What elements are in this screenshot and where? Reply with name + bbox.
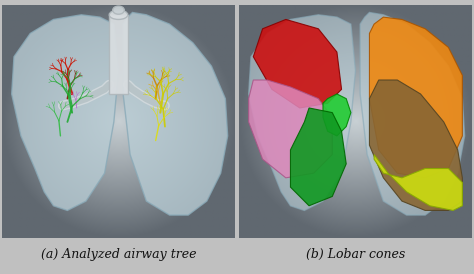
Ellipse shape bbox=[113, 6, 124, 14]
Text: (b) Lobar cones: (b) Lobar cones bbox=[306, 248, 405, 261]
Polygon shape bbox=[369, 80, 462, 210]
Polygon shape bbox=[369, 17, 462, 178]
Polygon shape bbox=[323, 94, 351, 136]
Polygon shape bbox=[249, 80, 332, 178]
Ellipse shape bbox=[109, 10, 128, 19]
Polygon shape bbox=[109, 15, 128, 94]
Polygon shape bbox=[249, 15, 356, 210]
Polygon shape bbox=[360, 12, 465, 215]
Polygon shape bbox=[123, 12, 228, 215]
Polygon shape bbox=[12, 15, 118, 210]
Polygon shape bbox=[291, 108, 346, 206]
Text: (a) Analyzed airway tree: (a) Analyzed airway tree bbox=[41, 248, 196, 261]
Polygon shape bbox=[374, 155, 462, 210]
Polygon shape bbox=[253, 19, 342, 108]
